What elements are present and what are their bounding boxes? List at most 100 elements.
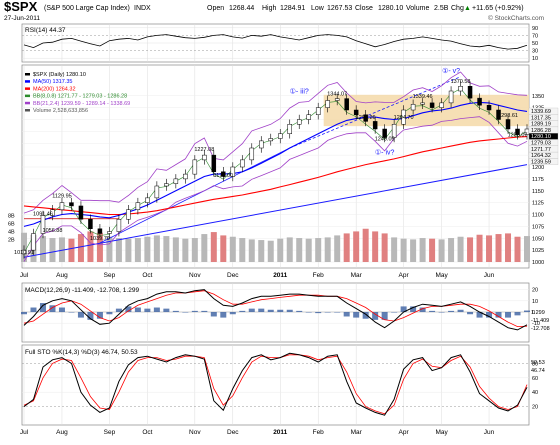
right-value-label: 1279.03	[531, 141, 551, 147]
legend-entry: $SPX (Daily) 1280.10	[33, 72, 86, 78]
volume-bar	[106, 236, 113, 262]
price-y-tick: 1050	[532, 236, 544, 242]
right-value-label: 1289.19	[531, 122, 551, 128]
trendline-upper	[99, 147, 290, 244]
stoch-layer	[23, 352, 528, 416]
candle-body	[344, 98, 349, 111]
macd-histogram-bar	[419, 307, 426, 312]
candle-body	[240, 159, 245, 168]
close-label: Close	[355, 5, 373, 12]
right-value-label: 1317.35	[531, 115, 551, 121]
volume-bar	[182, 238, 189, 262]
candle-body	[391, 124, 397, 138]
macd-histogram-bar	[277, 309, 284, 312]
price-annotation: 1227.08	[194, 147, 214, 153]
ma50-line	[23, 101, 528, 227]
macd-right-label: -12.708	[531, 326, 550, 332]
macd-histogram-bar	[391, 312, 398, 313]
candle-body	[505, 119, 511, 130]
macd-histogram-bar	[372, 312, 379, 320]
macd-layer	[21, 289, 530, 331]
macd-histogram-bar	[220, 312, 227, 318]
volume-bar	[68, 238, 75, 262]
macd-histogram-bar	[467, 312, 474, 315]
rsi-line	[23, 34, 528, 50]
volume-value: 2.5B	[434, 5, 449, 12]
macd-histogram-bar	[324, 312, 331, 313]
candle-body	[259, 140, 264, 149]
stoch-label: Full STO %K(14,3) %D(3) 46.74, 50.53	[25, 349, 138, 356]
symbol: $SPX	[4, 0, 38, 14]
legend-swatch	[25, 80, 30, 83]
volume-bar	[277, 238, 284, 262]
macd-histogram-bar	[429, 310, 436, 312]
rsi-y-tick: 50	[532, 41, 538, 47]
volume-bar	[429, 238, 436, 262]
candle-body	[211, 154, 217, 172]
candle-body	[173, 178, 179, 184]
volume-bar	[229, 236, 236, 262]
candle-body	[277, 133, 283, 139]
volume-bar	[144, 236, 151, 262]
price-annotation: 1339.46	[413, 94, 433, 100]
candle-body	[135, 202, 141, 210]
volume-bar	[524, 236, 530, 262]
x-tick-label: Nov	[189, 272, 201, 279]
volume-bar	[305, 238, 312, 262]
macd-histogram-bar	[448, 310, 455, 312]
volume-bar	[172, 237, 179, 262]
legend-entry: MA(200) 1264.32	[33, 86, 76, 92]
macd-histogram-bar	[144, 308, 151, 312]
x-tick-label: 2011	[273, 429, 287, 436]
volume-bar	[153, 235, 160, 262]
macd-histogram-bar	[68, 312, 75, 313]
candle-body	[477, 97, 482, 106]
rsi-label: RSI(14) 44.37	[25, 27, 66, 34]
candle-body	[467, 86, 473, 99]
legend-swatch	[25, 87, 30, 90]
volume-bar	[372, 231, 379, 262]
volume-bar	[334, 235, 341, 262]
candle-body	[221, 171, 226, 177]
x-tick-label: Oct	[142, 429, 152, 436]
macd-right-label: 1.299	[531, 310, 545, 316]
volume-bar	[467, 237, 474, 262]
macd-histogram-bar	[248, 308, 255, 312]
stoch-k-line	[23, 352, 528, 416]
price-annotation: 1039.70	[90, 236, 110, 242]
macd-histogram-bar	[495, 312, 502, 318]
x-tick-label: Aug	[56, 429, 68, 436]
x-tick-label: Jun	[484, 429, 495, 436]
macd-right-label: -11.409	[531, 318, 549, 324]
macd-histogram-bar	[400, 306, 407, 312]
macd-histogram-bar	[115, 308, 122, 312]
bollinger-lower-band	[23, 116, 528, 262]
volume-bar	[514, 236, 521, 262]
candle-body	[59, 202, 65, 210]
macd-histogram-bar	[106, 312, 113, 315]
legend-entry: BB(8,0.8) 1271.77 - 1279.03 - 1286.28	[33, 94, 127, 100]
legend-swatch	[25, 94, 30, 98]
candle-body	[97, 228, 103, 234]
volume-bar	[115, 238, 122, 262]
macd-histogram-bar	[315, 312, 322, 314]
volume-bar	[248, 239, 255, 262]
candle-body	[88, 219, 93, 229]
high-value: 1284.91	[280, 5, 305, 12]
rsi-y-tick: 90	[532, 26, 538, 32]
volume-bar	[286, 237, 293, 262]
candle-body	[40, 215, 46, 234]
macd-histogram-bar	[182, 312, 189, 313]
price-y-tick: 1150	[532, 189, 544, 195]
x-tick-label: Mar	[351, 429, 363, 436]
volume-bar	[324, 237, 331, 262]
macd-histogram-bar	[353, 312, 360, 318]
rsi-y-tick: 10	[532, 56, 538, 62]
price-y-tick: 1100	[532, 213, 544, 219]
x-tick-label: May	[435, 429, 448, 436]
volume-label: Volume	[406, 5, 429, 12]
price-annotation: 1091.46	[33, 212, 53, 218]
macd-histogram-bar	[505, 312, 512, 318]
volume-bar	[220, 235, 227, 262]
